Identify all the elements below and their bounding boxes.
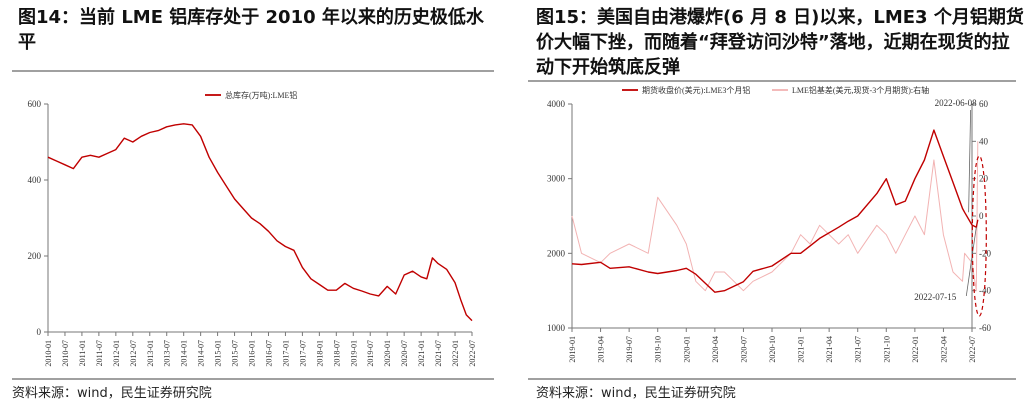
x-tick-label: 2022-07 [468,340,477,367]
chart-title: 图14：当前 LME 铝库存处于 2010 年以来的历史极低水平 [18,7,484,53]
x-tick-label: 2021-04 [825,336,834,363]
x-tick-label: 2022-01 [911,336,920,363]
annotation-label: 2022-07-15 [914,292,956,302]
x-tick-label: 2010-07 [61,340,70,367]
x-tick-label: 2020-07 [739,336,748,363]
x-tick-label: 2021-10 [882,336,891,363]
x-tick-label: 2012-07 [129,340,138,367]
x-tick-label: 2013-01 [146,340,155,367]
x-tick-label: 2019-04 [597,336,606,363]
x-tick-label: 2022-01 [451,340,460,367]
x-tick-label: 2022-04 [939,336,948,363]
y-tick-label: 400 [28,175,42,185]
y-tick-label: 4000 [547,99,566,109]
x-tick-label: 2018-01 [315,340,324,367]
x-tick-label: 2021-01 [417,340,426,367]
source-divider [528,378,1016,380]
y-tick-label: 1000 [547,323,566,333]
y2-tick-label: 0 [979,211,984,221]
x-tick-label: 2011-07 [95,340,104,366]
x-tick-label: 2019-07 [625,336,634,363]
annotation-label: 2022-06-08 [935,98,977,108]
x-tick-label: 2010-01 [44,340,53,367]
x-tick-label: 2014-07 [197,340,206,367]
source-divider [12,378,494,380]
x-tick-label: 2019-10 [654,336,663,363]
x-tick-label: 2017-07 [298,340,307,367]
x-tick-label: 2012-01 [112,340,121,367]
y-tick-label: 0 [37,327,42,337]
x-tick-label: 2018-07 [332,340,341,367]
x-tick-label: 2017-01 [281,340,290,367]
x-tick-label: 2019-01 [568,336,577,363]
series-line-1 [47,123,473,322]
x-tick-label: 2021-01 [797,336,806,363]
y2-tick-label: -40 [979,286,991,296]
x-tick-label: 2013-07 [163,340,172,367]
title-divider [12,70,494,72]
x-tick-label: 2019-01 [349,340,358,367]
x-tick-label: 2016-01 [248,340,257,367]
x-tick-label: 2015-01 [214,340,223,367]
legend-label: 期货收盘价(美元):LME3个月铝 [642,85,750,95]
series-line-1 [571,129,979,293]
y2-tick-label: 60 [979,99,989,109]
chart-title: 图15：美国自由港爆炸(6 月 8 日)以来，LME3 个月铝期货价大幅下挫，而… [536,7,1024,78]
source-note: 资料来源：wind，民生证券研究院 [12,386,212,401]
x-tick-label: 2016-07 [264,340,273,367]
y2-tick-label: 40 [979,136,989,146]
chart-panel-inventory: 图14：当前 LME 铝库存处于 2010 年以来的历史极低水平 0 200 400… [0,0,500,405]
title-divider [528,80,1016,82]
x-tick-label: 2020-07 [400,340,409,367]
series-line-2 [571,141,979,292]
chart-panel-price-basis: 图15：美国自由港爆炸(6 月 8 日)以来，LME3 个月铝期货价大幅下挫，而… [522,0,1024,405]
y-tick-label: 600 [28,99,42,109]
x-tick-label: 2022-07 [968,336,977,363]
legend-label: LME铝基差(美元,现货-3个月期货):右轴 [792,85,929,95]
x-tick-label: 2021-07 [434,340,443,367]
y-tick-label: 3000 [547,174,566,184]
x-tick-label: 2020-01 [682,336,691,363]
y2-tick-label: -60 [979,323,991,333]
y-tick-label: 2000 [547,248,566,258]
source-note: 资料来源：wind，民生证券研究院 [536,386,736,401]
x-tick-label: 2015-07 [231,340,240,367]
legend-label: 总库存(万吨):LME铝 [225,90,297,100]
y2-tick-label: -20 [979,248,991,258]
inventory-line-chart: 0 200 400 600 2010-01 2010-07 2011-01 2011-07 20… [28,90,478,367]
x-tick-label: 2021-07 [854,336,863,363]
highlight-ellipse [971,155,987,317]
y-tick-label: 200 [28,251,42,261]
x-tick-label: 2014-01 [180,340,189,367]
x-tick-label: 2019-07 [366,340,375,367]
x-tick-label: 2011-01 [78,340,87,366]
annotation-leader [968,109,972,213]
x-tick-label: 2020-01 [383,340,392,367]
x-tick-label: 2020-04 [711,336,720,363]
annotation-leader [965,227,977,297]
x-tick-label: 2020-10 [768,336,777,363]
